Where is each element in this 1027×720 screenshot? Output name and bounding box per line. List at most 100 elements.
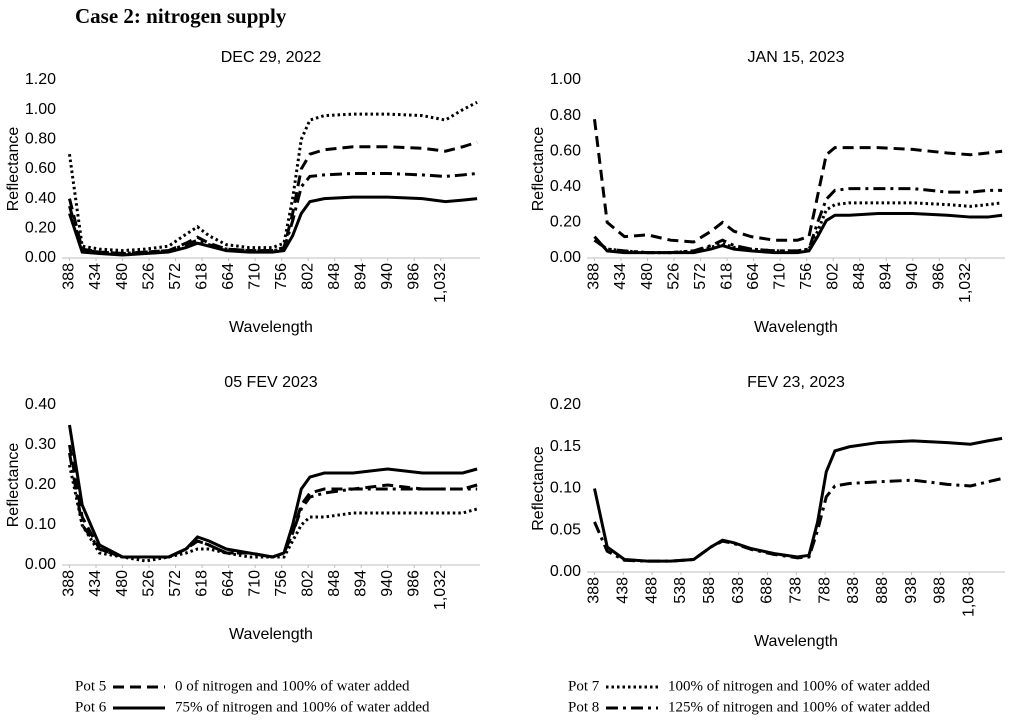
y-tick-label: 0.40 <box>25 190 56 207</box>
x-tick-label: 940 <box>379 263 396 290</box>
y-tick-label: 1.00 <box>25 101 56 118</box>
x-axis-label: Wavelength <box>229 319 313 336</box>
chart-title: 05 FEV 2023 <box>224 374 318 391</box>
x-tick-label: 538 <box>672 577 689 604</box>
y-tick-label: 0.00 <box>550 563 581 580</box>
y-tick-label: 0.05 <box>550 521 581 538</box>
x-tick-label: 480 <box>639 263 656 290</box>
x-tick-label: 526 <box>140 570 157 597</box>
legend-name: Pot 8 <box>568 699 599 715</box>
chart-title: FEV 23, 2023 <box>747 374 845 391</box>
y-tick-label: 0.15 <box>550 438 581 455</box>
x-tick-label: 940 <box>379 570 396 597</box>
x-tick-label: 988 <box>932 577 949 604</box>
x-tick-label: 894 <box>352 570 369 597</box>
x-tick-label: 480 <box>114 263 131 290</box>
y-tick-label: 0.10 <box>550 480 581 497</box>
series-line <box>593 212 1003 255</box>
y-tick-label: 0.00 <box>25 249 56 266</box>
series-line <box>68 100 478 253</box>
x-tick-label: 848 <box>326 263 343 290</box>
y-tick-label: 1.00 <box>550 71 581 88</box>
x-tick-label: 618 <box>718 263 735 290</box>
x-tick-label: 788 <box>816 577 833 604</box>
x-tick-label: 756 <box>273 263 290 290</box>
y-axis-label: Reflectance <box>530 446 547 531</box>
x-tick-label: 838 <box>845 577 862 604</box>
x-tick-label: 664 <box>220 263 237 290</box>
y-tick-label: 0.40 <box>550 178 581 195</box>
x-tick-label: 480 <box>114 570 131 597</box>
x-tick-label: 388 <box>61 570 78 597</box>
x-tick-label: 618 <box>193 263 210 290</box>
legend-label: 75% of nitrogen and 100% of water added <box>175 699 430 715</box>
x-tick-label: 1,038 <box>960 577 977 617</box>
series-line <box>68 444 478 559</box>
y-tick-label: 0.00 <box>25 556 56 573</box>
x-tick-label: 986 <box>405 570 422 597</box>
x-axis-label: Wavelength <box>754 319 838 336</box>
y-tick-label: 0.20 <box>550 214 581 231</box>
x-tick-label: 388 <box>586 577 603 604</box>
series-line <box>593 201 1003 255</box>
y-tick-label: 0.10 <box>25 516 56 533</box>
x-tick-label: 802 <box>299 570 316 597</box>
series-line <box>593 187 1003 255</box>
x-tick-label: 756 <box>273 570 290 597</box>
series-line <box>68 464 478 563</box>
y-tick-label: 0.30 <box>25 436 56 453</box>
series-line <box>593 118 1003 244</box>
y-tick-label: 0.60 <box>25 160 56 177</box>
x-axis-label: Wavelength <box>229 626 313 643</box>
x-tick-label: 1,032 <box>432 263 449 303</box>
x-tick-label: 434 <box>87 263 104 290</box>
legend-label: 0 of nitrogen and 100% of water added <box>175 678 410 694</box>
x-tick-label: 688 <box>759 577 776 604</box>
x-tick-label: 894 <box>352 263 369 290</box>
legend-label: 125% of nitrogen and 100% of water added <box>668 699 931 715</box>
x-tick-label: 738 <box>788 577 805 604</box>
series-line <box>68 424 478 559</box>
x-axis-label: Wavelength <box>754 633 838 650</box>
x-tick-label: 986 <box>930 263 947 290</box>
x-tick-label: 664 <box>220 570 237 597</box>
y-tick-label: 0.20 <box>550 396 581 413</box>
legend-name: Pot 6 <box>75 699 107 715</box>
x-tick-label: 488 <box>643 577 660 604</box>
chart-title: DEC 29, 2022 <box>221 49 322 66</box>
x-tick-label: 1,032 <box>957 263 974 303</box>
y-axis-label: Reflectance <box>5 127 22 212</box>
series-line <box>68 171 478 256</box>
x-tick-label: 664 <box>745 263 762 290</box>
legend-name: Pot 5 <box>75 678 106 694</box>
y-axis-label: Reflectance <box>530 127 547 212</box>
y-tick-label: 0.60 <box>550 142 581 159</box>
x-tick-label: 940 <box>904 263 921 290</box>
x-tick-label: 526 <box>140 263 157 290</box>
x-tick-label: 572 <box>692 263 709 290</box>
x-tick-label: 572 <box>167 263 184 290</box>
x-tick-label: 388 <box>586 263 603 290</box>
y-tick-label: 0.20 <box>25 476 56 493</box>
x-tick-label: 434 <box>87 570 104 597</box>
x-tick-label: 618 <box>193 570 210 597</box>
x-tick-label: 986 <box>405 263 422 290</box>
x-tick-label: 710 <box>246 263 263 290</box>
x-tick-label: 526 <box>665 263 682 290</box>
chart-title: JAN 15, 2023 <box>748 49 845 66</box>
x-tick-label: 572 <box>167 570 184 597</box>
series-line <box>593 477 1003 563</box>
x-tick-label: 938 <box>903 577 920 604</box>
y-tick-label: 0.20 <box>25 220 56 237</box>
x-tick-label: 710 <box>246 570 263 597</box>
x-tick-label: 848 <box>851 263 868 290</box>
x-tick-label: 438 <box>615 577 632 604</box>
y-tick-label: 0.80 <box>25 131 56 148</box>
series-line <box>68 195 478 257</box>
x-tick-label: 388 <box>61 263 78 290</box>
x-tick-label: 802 <box>299 263 316 290</box>
x-tick-label: 638 <box>730 577 747 604</box>
x-tick-label: 710 <box>771 263 788 290</box>
series-line <box>68 452 478 559</box>
